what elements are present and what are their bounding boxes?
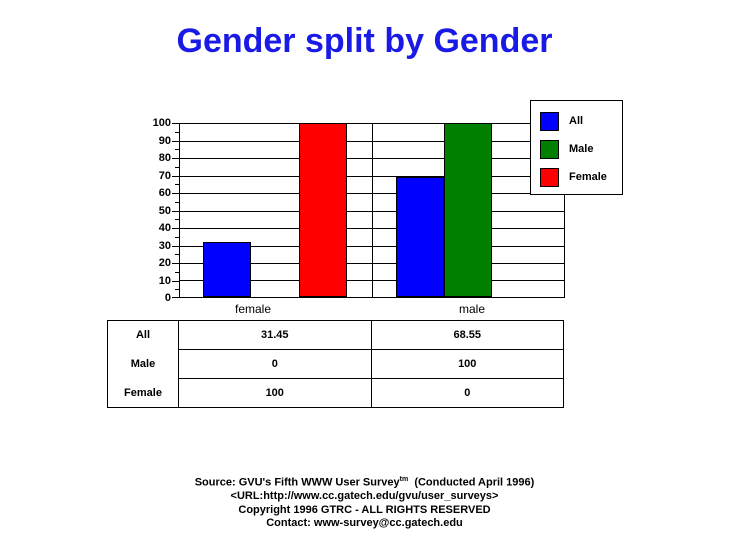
green-square-swatch-icon [540, 139, 559, 159]
footer-source-line: Source: GVU's Fifth WWW User Surveytm (C… [0, 473, 729, 490]
y-tick-label: 30 [158, 239, 171, 252]
y-axis-ticks [172, 123, 180, 298]
plot-area [179, 123, 565, 298]
footer-copyright-line: Copyright 1996 GTRC - ALL RIGHTS RESERVE… [238, 503, 491, 516]
y-tick-label: 60 [158, 187, 171, 199]
table-cell: 0 [179, 350, 371, 379]
table-row-header-column: All Male Female [108, 321, 179, 407]
y-tick-label: 70 [158, 169, 171, 182]
table-cell: 31.45 [179, 321, 371, 350]
y-axis-title: Percent [0, 75, 3, 152]
table-row-header: All [135, 329, 151, 342]
chart-legend: All Male Female [530, 100, 623, 195]
footer-attribution: Source: GVU's Fifth WWW User Surveytm (C… [0, 473, 729, 531]
footer-url-line: <URL:http://www.cc.gatech.edu/gvu/user_s… [230, 490, 499, 503]
footer-contact-line: Contact: www-survey@cc.gatech.edu [266, 517, 463, 530]
bar-female-female [299, 123, 347, 297]
y-tick-label: 90 [158, 134, 171, 147]
legend-item-all[interactable]: All [540, 108, 622, 134]
table-row-header: Female [124, 386, 162, 399]
table-cell: 100 [265, 387, 284, 399]
table-column-male: 68.55 100 0 [371, 321, 563, 407]
trademark-superscript: tm [399, 476, 409, 483]
table-cell: 0 [464, 387, 471, 399]
y-tick-label: 20 [158, 257, 171, 269]
footer-source-text: Source: GVU's Fifth WWW User Survey [194, 476, 400, 489]
y-tick-label: 10 [158, 274, 171, 287]
y-tick-label: 0 [164, 292, 171, 304]
data-table: All Male Female 31.45 0 100 68.55 100 0 [107, 320, 564, 408]
y-axis-tick-labels: 100 90 80 70 60 50 40 30 20 10 0 [135, 118, 171, 304]
blue-square-swatch-icon [540, 111, 559, 131]
y-tick-label: 40 [158, 222, 171, 234]
page-title: Gender split by Gender [176, 22, 553, 60]
table-row-header: Male [130, 358, 156, 370]
footer-conducted-text: (Conducted April 1996) [414, 476, 535, 489]
y-tick-label: 50 [158, 204, 171, 217]
legend-item-female[interactable]: Female [540, 164, 622, 190]
y-tick-label: 80 [158, 152, 171, 164]
table-cell: 100 [371, 350, 563, 379]
table-cell: 68.55 [371, 321, 563, 350]
bar-male-all [396, 177, 444, 297]
bar-male-male [444, 123, 492, 297]
bar-female-all [203, 242, 251, 297]
legend-item-male[interactable]: Male [540, 136, 622, 162]
table-column-female: 31.45 0 100 [179, 321, 372, 407]
x-axis-label-male: male [458, 302, 485, 316]
y-tick-label: 100 [152, 117, 171, 129]
legend-label: Male [569, 143, 594, 155]
legend-label: All [569, 115, 584, 127]
legend-label: Female [569, 171, 607, 183]
red-square-swatch-icon [540, 167, 559, 187]
x-axis-label-female: female [234, 302, 272, 316]
